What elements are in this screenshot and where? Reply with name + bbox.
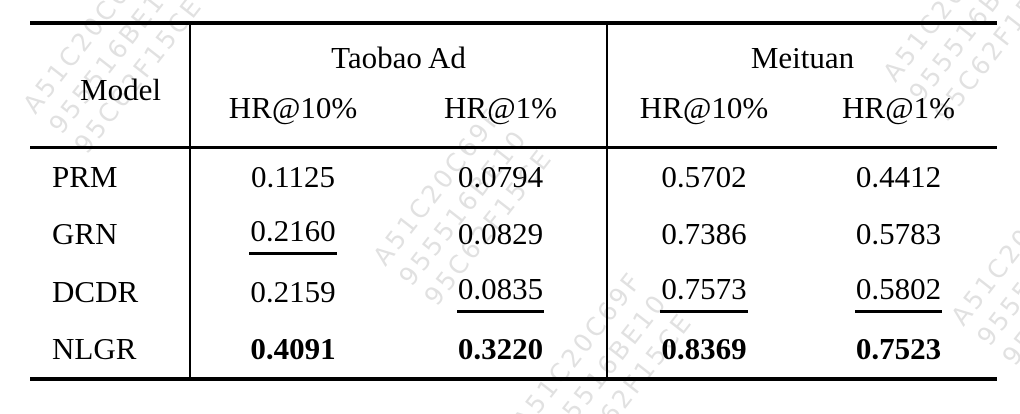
metric-value-text: 0.1125 <box>250 158 336 194</box>
metric-value-text: 0.2159 <box>250 274 336 309</box>
group-header-taobao-ad: Taobao Ad <box>189 23 607 81</box>
metric-value: 0.7523 <box>800 321 997 379</box>
metric-value: 0.2160 <box>189 205 395 263</box>
metric-value-text: 0.2160 <box>249 213 337 255</box>
metric-value: 0.5802 <box>800 263 997 321</box>
metric-value: 0.2159 <box>189 263 395 321</box>
metric-value-text: 0.4412 <box>855 158 942 194</box>
model-name: GRN <box>52 216 118 251</box>
metric-value: 0.0829 <box>395 205 607 263</box>
metric-header-taobao-hr1: HR@1% <box>395 81 607 149</box>
metric-value: 0.5702 <box>606 147 800 205</box>
metric-header-meituan-hr1: HR@1% <box>800 81 997 149</box>
metric-value-text: 0.4091 <box>250 331 336 366</box>
metric-value-text: 0.0829 <box>457 216 544 251</box>
metric-header-taobao-hr10: HR@10% <box>189 81 395 149</box>
metric-value: 0.0794 <box>395 147 607 205</box>
metric-value: 0.7386 <box>606 205 800 263</box>
metric-value-text: 0.7523 <box>855 331 942 366</box>
metric-value-text: 0.3220 <box>457 331 544 366</box>
metric-value-text: 0.0835 <box>456 271 545 313</box>
metric-value: 0.1125 <box>189 147 395 205</box>
column-header-model: Model <box>30 23 190 149</box>
metric-value: 0.0835 <box>395 263 607 321</box>
table-row-prm: PRM 0.1125 0.0794 0.5702 0.4412 <box>30 147 997 205</box>
metric-value: 0.3220 <box>395 321 607 379</box>
watermark-line: 95C62F15CE <box>996 202 1020 371</box>
model-name: DCDR <box>52 274 139 309</box>
group-header-meituan: Meituan <box>606 23 997 81</box>
table-row-dcdr: DCDR 0.2159 0.0835 0.7573 0.5802 <box>30 263 997 321</box>
table-row-grn: GRN 0.2160 0.0829 0.7386 0.5783 <box>30 205 997 263</box>
metric-value: 0.4091 <box>189 321 395 379</box>
table-row-nlgr: NLGR 0.4091 0.3220 0.8369 0.7523 <box>30 321 997 379</box>
metric-value-text: 0.5783 <box>855 216 942 251</box>
metric-header-meituan-hr10: HR@10% <box>606 81 800 149</box>
metric-value-text: 0.0794 <box>457 158 544 194</box>
results-table: Model Taobao Ad Meituan HR@10% HR@1% HR@… <box>30 21 997 381</box>
metric-value-text: 0.5802 <box>854 271 943 313</box>
metric-value: 0.4412 <box>800 147 997 205</box>
model-name: NLGR <box>52 331 137 366</box>
metric-value: 0.5783 <box>800 205 997 263</box>
metric-value: 0.8369 <box>606 321 800 379</box>
metric-value-text: 0.7573 <box>660 271 748 313</box>
metric-value-text: 0.5702 <box>661 158 747 194</box>
metric-value: 0.7573 <box>606 263 800 321</box>
metric-value-text: 0.7386 <box>661 216 747 251</box>
metric-value-text: 0.8369 <box>661 331 747 366</box>
model-name: PRM <box>52 158 118 194</box>
